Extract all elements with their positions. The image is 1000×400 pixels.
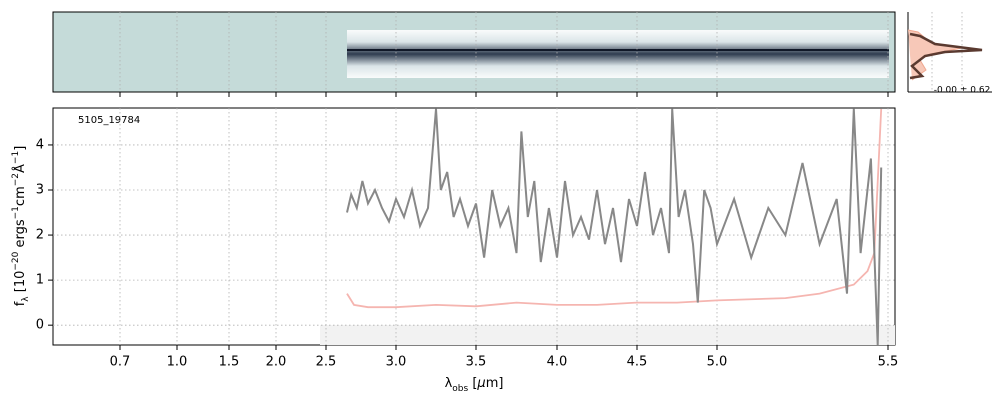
label-part: f — [13, 301, 28, 306]
x-tick-label: 2.5 — [316, 355, 337, 370]
x-tick-label: 1.5 — [219, 355, 240, 370]
label-part: −1 — [11, 151, 21, 164]
flux-line — [346, 108, 883, 346]
marks: 0.7 1.0 1.5 2.0 2.5 3.0 3.5 4.0 4.5 5.0 5.5 0 1 2 3 4 — [36, 12, 899, 370]
label-part: ergs — [13, 219, 28, 251]
profile-data — [909, 32, 983, 80]
x-tick-label: 5.0 — [707, 355, 728, 370]
label-part: m] — [486, 376, 504, 391]
zero-shade — [320, 325, 895, 345]
y-tick-label: 2 — [36, 228, 44, 243]
x-tick-label: 5.5 — [878, 355, 899, 370]
x-axis-label: λobs [μm] — [445, 376, 504, 394]
label-part: ] — [13, 146, 28, 151]
x-tick-label: 3.0 — [386, 355, 407, 370]
label-part: [ — [468, 376, 477, 391]
y-tick-label: 4 — [36, 137, 44, 152]
profile-label: -0.00 ± 0.62 — [934, 86, 991, 96]
x-tick-label: 1.0 — [167, 355, 188, 370]
spectrum-2d-trace — [347, 30, 889, 78]
label-part: −20 — [11, 251, 21, 270]
label-part: λ — [21, 296, 31, 302]
label-part: −2 — [11, 173, 21, 186]
label-part: μ — [476, 376, 485, 391]
label-part: −1 — [11, 206, 21, 219]
label-part: obs — [452, 384, 468, 394]
x-tick-label: 4.0 — [547, 355, 568, 370]
x-tick-label: 3.5 — [466, 355, 487, 370]
label-part: [10 — [13, 271, 28, 297]
y-tick-label: 1 — [36, 273, 44, 288]
label-part: Å — [12, 164, 28, 173]
y-tick-label: 0 — [36, 318, 44, 333]
error-line — [346, 108, 883, 309]
y-tick-label: 3 — [36, 183, 44, 198]
label-part: cm — [13, 186, 28, 206]
spectrum-id: 5105_19784 — [78, 115, 140, 126]
plot-frame — [52, 107, 896, 346]
x-tick-label: 2.0 — [266, 355, 287, 370]
label-part: λ — [445, 376, 453, 391]
x-tick-label: 0.7 — [110, 355, 131, 370]
y-axis-label: fλ [10−20 ergs−1cm−2Å−1] — [11, 146, 31, 307]
x-tick-label: 4.5 — [627, 355, 648, 370]
